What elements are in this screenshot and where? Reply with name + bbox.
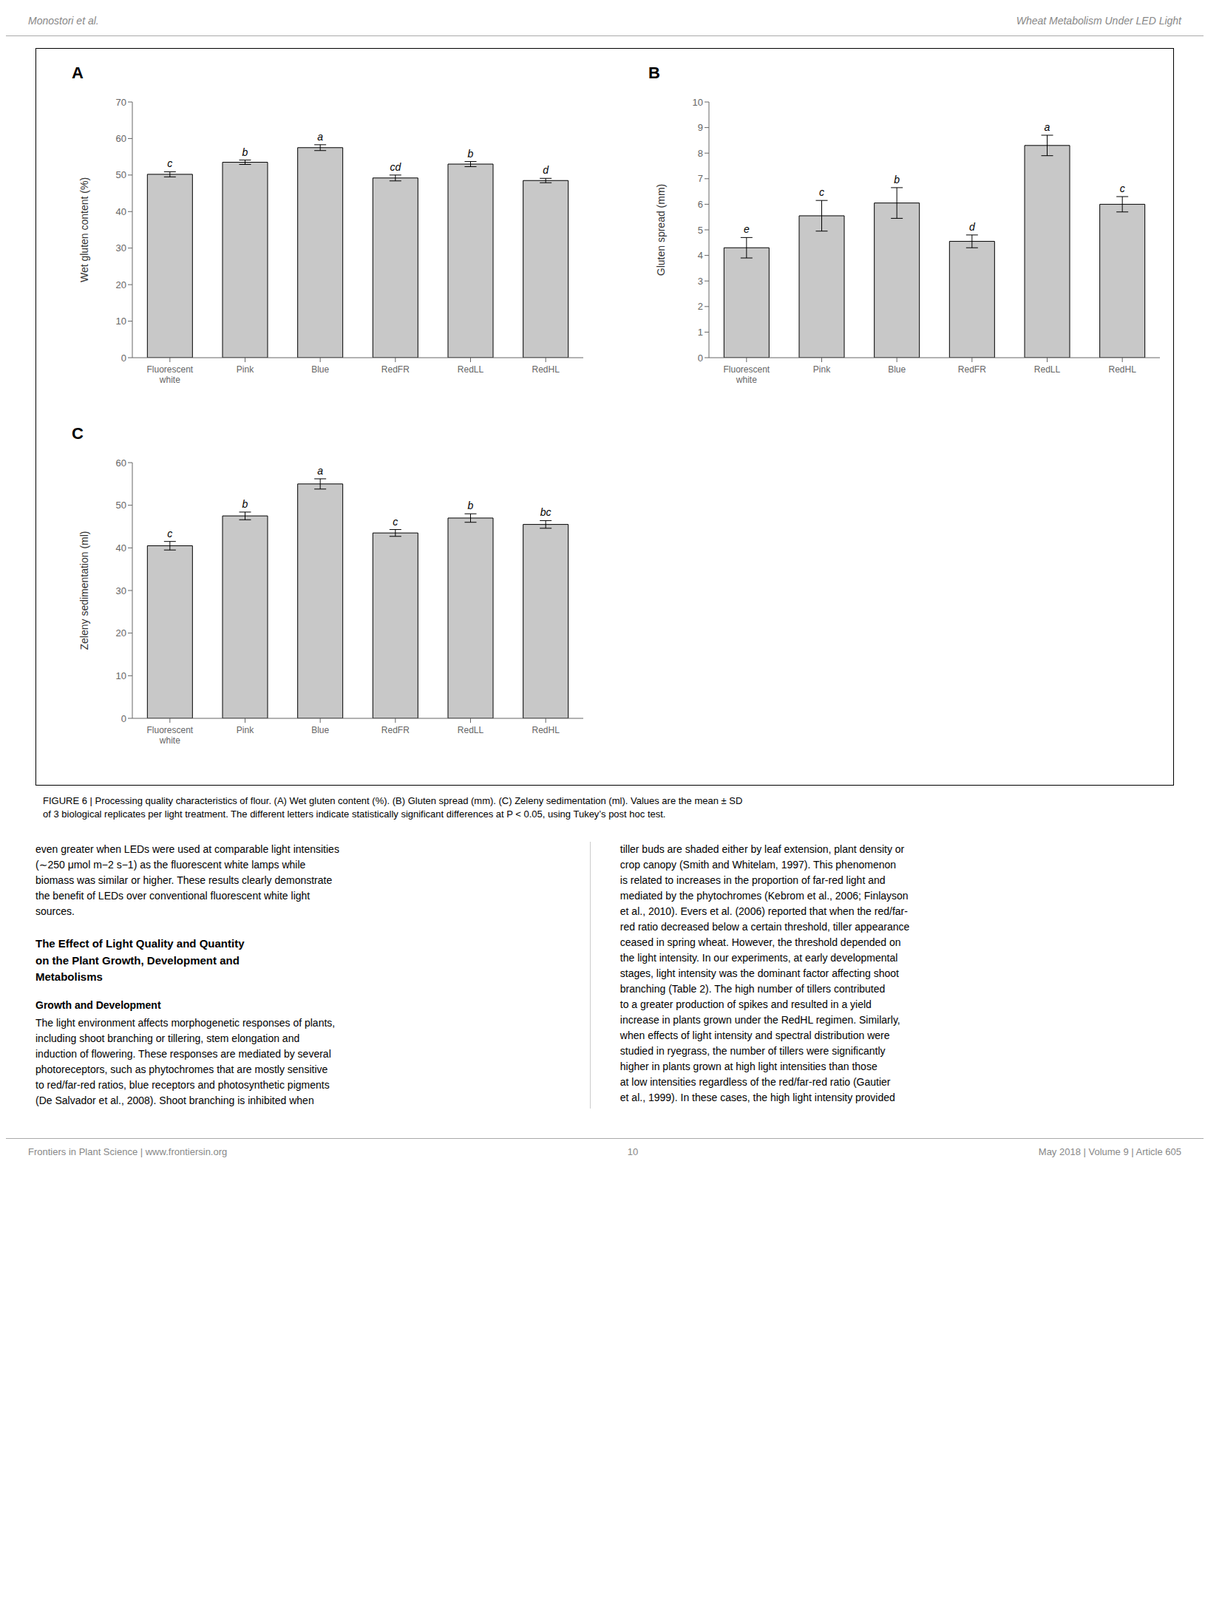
- svg-text:bc: bc: [540, 506, 552, 519]
- svg-text:a: a: [317, 464, 324, 477]
- svg-text:4: 4: [697, 249, 704, 261]
- svg-text:5: 5: [697, 224, 704, 236]
- svg-text:Fluorescentwhite: Fluorescentwhite: [146, 725, 193, 746]
- svg-text:b: b: [467, 147, 474, 160]
- svg-text:60: 60: [116, 133, 127, 145]
- html-text:The Effect of Light Quality an: The Effect of Light Quality and Quantity…: [35, 937, 245, 984]
- html-text:C: C: [71, 424, 84, 443]
- svg-text:10: 10: [116, 670, 127, 682]
- svg-text:9: 9: [697, 121, 704, 134]
- svg-text:10: 10: [116, 315, 127, 327]
- svg-text:10: 10: [692, 96, 704, 108]
- html-text:Monostori et al.: Monostori et al.: [28, 14, 99, 27]
- html-text:B: B: [648, 63, 661, 83]
- svg-text:Blue: Blue: [311, 364, 329, 375]
- svg-text:Pink: Pink: [236, 725, 255, 736]
- svg-text:Blue: Blue: [887, 364, 906, 375]
- svg-text:70: 70: [116, 96, 127, 108]
- svg-text:a: a: [1044, 121, 1051, 134]
- html-text:10: 10: [627, 1146, 639, 1158]
- svg-text:20: 20: [116, 627, 127, 639]
- html-text:A: A: [71, 63, 84, 83]
- svg-text:c: c: [819, 186, 825, 199]
- svg-text:d: d: [542, 164, 550, 176]
- svg-text:30: 30: [116, 242, 127, 254]
- svg-text:1: 1: [697, 326, 704, 338]
- svg-text:b: b: [467, 499, 474, 512]
- svg-text:Blue: Blue: [311, 725, 329, 736]
- svg-text:RedHL: RedHL: [531, 725, 560, 736]
- svg-text:0: 0: [121, 713, 127, 725]
- svg-text:30: 30: [116, 585, 127, 597]
- svg-text:60: 60: [116, 457, 127, 469]
- svg-text:RedFR: RedFR: [958, 364, 987, 375]
- svg-text:RedLL: RedLL: [457, 364, 485, 375]
- svg-text:20: 20: [116, 279, 127, 291]
- svg-text:7: 7: [697, 172, 704, 185]
- svg-text:Wet gluten content (%): Wet gluten content (%): [78, 177, 91, 283]
- svg-text:a: a: [317, 130, 324, 143]
- svg-text:RedHL: RedHL: [531, 364, 560, 375]
- svg-text:RedLL: RedLL: [1034, 364, 1061, 375]
- svg-text:6: 6: [697, 198, 704, 210]
- html-text:Frontiers in Plant Science | w: Frontiers in Plant Science | www.frontie…: [28, 1146, 228, 1158]
- svg-text:cd: cd: [389, 161, 402, 173]
- html-text:Wheat Metabolism Under LED Lig: Wheat Metabolism Under LED Light: [1016, 14, 1182, 27]
- svg-text:3: 3: [697, 275, 704, 287]
- svg-text:Pink: Pink: [813, 364, 831, 375]
- svg-text:c: c: [167, 527, 173, 540]
- svg-text:b: b: [242, 146, 249, 159]
- svg-text:c: c: [392, 516, 398, 528]
- svg-text:2: 2: [697, 300, 704, 312]
- html-text:The light environment affects: The light environment affects morphogene…: [35, 1017, 336, 1107]
- svg-text:0: 0: [697, 352, 704, 364]
- svg-text:Gluten spread (mm): Gluten spread (mm): [654, 184, 667, 276]
- svg-text:40: 40: [116, 206, 127, 218]
- svg-text:RedHL: RedHL: [1108, 364, 1137, 375]
- html-text:even greater when LEDs were us: even greater when LEDs were used at comp…: [35, 843, 340, 918]
- svg-text:RedLL: RedLL: [457, 725, 485, 736]
- html-text:FIGURE 6 | Processing quality: FIGURE 6 | Processing quality characteri…: [42, 795, 743, 820]
- html-text:May 2018 | Volume 9 | Article: May 2018 | Volume 9 | Article 605: [1038, 1146, 1182, 1158]
- svg-text:b: b: [242, 498, 249, 511]
- svg-text:RedFR: RedFR: [381, 364, 410, 375]
- svg-text:Zeleny sedimentation (ml): Zeleny sedimentation (ml): [78, 530, 91, 650]
- svg-text:c: c: [1119, 182, 1126, 195]
- html-text:tiller buds are shaded either: tiller buds are shaded either by leaf ex…: [620, 843, 910, 1105]
- svg-text:Pink: Pink: [236, 364, 255, 375]
- svg-text:Fluorescentwhite: Fluorescentwhite: [146, 364, 193, 386]
- svg-text:8: 8: [697, 147, 704, 159]
- svg-text:50: 50: [116, 169, 127, 181]
- svg-text:Fluorescentwhite: Fluorescentwhite: [722, 364, 770, 386]
- svg-text:e: e: [743, 223, 750, 236]
- html-text:Growth and Development: Growth and Development: [35, 999, 161, 1012]
- svg-text:0: 0: [121, 352, 127, 364]
- svg-text:RedFR: RedFR: [381, 725, 410, 736]
- svg-text:b: b: [893, 173, 900, 186]
- svg-text:c: c: [167, 157, 173, 170]
- svg-text:d: d: [969, 221, 976, 233]
- svg-text:40: 40: [116, 542, 127, 554]
- svg-text:50: 50: [116, 499, 127, 511]
